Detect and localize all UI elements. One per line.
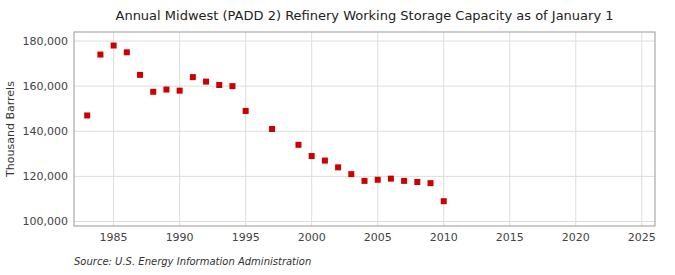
point bbox=[348, 171, 354, 177]
point bbox=[97, 52, 103, 58]
plot-frame bbox=[74, 32, 655, 226]
point bbox=[111, 43, 117, 49]
point bbox=[309, 153, 315, 159]
point bbox=[362, 178, 368, 184]
y-tick-label: 100,000 bbox=[23, 215, 69, 228]
point bbox=[414, 179, 420, 185]
y-tick-label: 140,000 bbox=[23, 125, 69, 138]
chart: 100,000 120,000 140,000 160,000 180,000 1985 1… bbox=[0, 0, 675, 275]
grid-line bbox=[113, 32, 114, 226]
title: Annual Midwest (PADD 2) Refinery Working… bbox=[116, 8, 614, 23]
point bbox=[137, 72, 143, 78]
point bbox=[163, 87, 169, 93]
annotation: Source: U.S. Energy Information Administ… bbox=[74, 256, 311, 267]
point bbox=[124, 49, 130, 55]
grid-line bbox=[179, 32, 180, 226]
grid-line bbox=[74, 41, 655, 42]
point bbox=[177, 88, 183, 94]
grid-line bbox=[641, 32, 642, 226]
x-tick-label: 1985 bbox=[100, 231, 128, 244]
grid-line bbox=[443, 32, 444, 226]
y-tick-label: 120,000 bbox=[23, 170, 69, 183]
grid-line bbox=[509, 32, 510, 226]
point bbox=[375, 177, 381, 183]
point bbox=[295, 142, 301, 148]
x-tick-label: 2025 bbox=[628, 231, 656, 244]
y-tick-label: 160,000 bbox=[23, 80, 69, 93]
x-tick-label: 2015 bbox=[496, 231, 524, 244]
x-tick-label: 2000 bbox=[298, 231, 326, 244]
point bbox=[401, 178, 407, 184]
x-tick-label: 2005 bbox=[364, 231, 392, 244]
point bbox=[335, 164, 341, 170]
point bbox=[388, 176, 394, 182]
point bbox=[229, 83, 235, 89]
grid-line bbox=[74, 86, 655, 87]
grid-line bbox=[377, 32, 378, 226]
x-tick-label: 2010 bbox=[430, 231, 458, 244]
point bbox=[216, 82, 222, 88]
grid-line bbox=[74, 131, 655, 132]
x-tick-label: 2020 bbox=[562, 231, 590, 244]
y-axis-label: Thousand Barrels bbox=[4, 81, 17, 178]
y-tick-label: 180,000 bbox=[23, 35, 69, 48]
points bbox=[84, 43, 447, 205]
point bbox=[322, 158, 328, 164]
grid-line bbox=[311, 32, 312, 226]
x-tick-label: 1990 bbox=[166, 231, 194, 244]
point bbox=[190, 74, 196, 80]
x-tick-label: 1995 bbox=[232, 231, 260, 244]
grid-line bbox=[74, 221, 655, 222]
grid-line bbox=[74, 176, 655, 177]
point bbox=[84, 112, 90, 118]
point bbox=[269, 126, 275, 132]
point bbox=[203, 79, 209, 85]
point bbox=[243, 108, 249, 114]
point bbox=[441, 198, 447, 204]
point bbox=[428, 180, 434, 186]
grid bbox=[74, 32, 655, 226]
grid-line bbox=[575, 32, 576, 226]
point bbox=[150, 89, 156, 95]
grid-line bbox=[245, 32, 246, 226]
